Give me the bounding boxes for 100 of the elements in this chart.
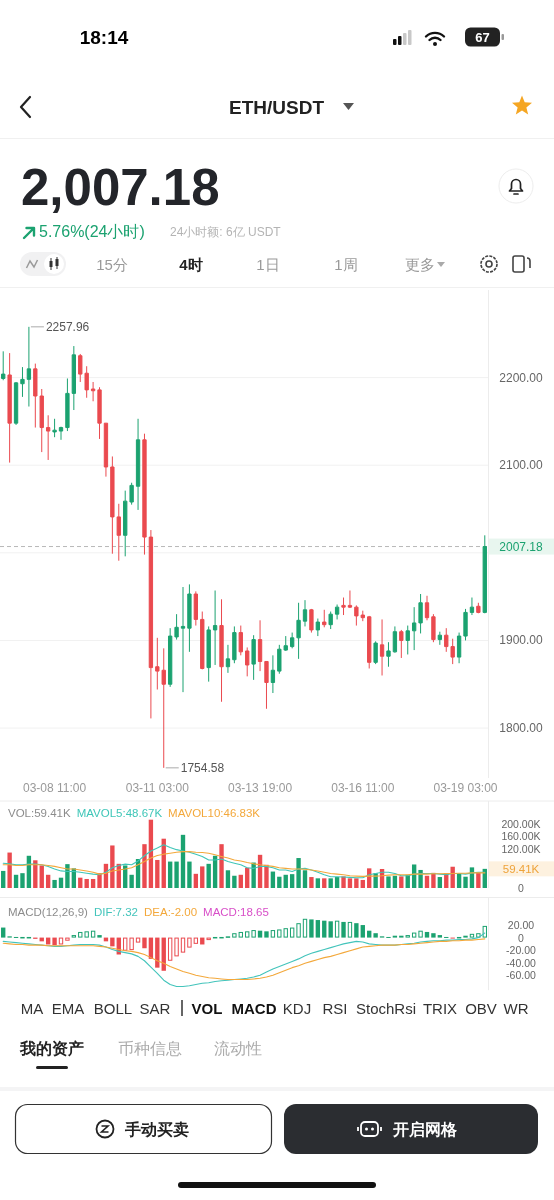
bar: [411, 932, 417, 938]
x-tick-label: 03-11 03:00: [125, 781, 190, 795]
y-tick-label: -60.00: [506, 969, 537, 982]
candlestick: [232, 625, 237, 664]
bar: [90, 878, 96, 888]
text: StochRsi: [355, 999, 417, 1017]
candlestick: [58, 426, 64, 441]
y-tick-label: 1800.00: [499, 721, 544, 736]
bar: [264, 931, 269, 938]
text: 15分: [96, 255, 128, 273]
text: 开启网格: [392, 1119, 458, 1138]
text: 67: [475, 30, 490, 45]
candlestick: [148, 529, 154, 719]
series-label: MACD:18.65: [203, 906, 269, 918]
bar: [437, 935, 443, 938]
candlestick: [193, 590, 199, 627]
text: MAVOL10:46.83K: [168, 807, 261, 819]
candlestick: [476, 602, 481, 614]
candlestick: [13, 381, 19, 426]
bar: [392, 875, 398, 888]
text: 4时: [179, 255, 203, 273]
text: ETH/USDT: [229, 96, 325, 118]
candlestick: [71, 345, 77, 411]
ref-line-label: 2007.18: [499, 539, 544, 554]
candlestick: [334, 604, 340, 620]
bar: [174, 937, 179, 957]
bar: [65, 937, 70, 941]
candlestick: [45, 414, 51, 461]
bar: [315, 878, 321, 888]
bar: [373, 933, 378, 938]
candlestick: [142, 433, 147, 556]
text: MAVOL5:48.67K: [76, 807, 163, 819]
candlestick: [399, 629, 404, 659]
candlestick: [469, 597, 475, 616]
candlestick: [225, 644, 231, 674]
candlestick: [245, 646, 250, 677]
candlestick: [296, 602, 301, 660]
bar: [135, 937, 141, 943]
bar: [167, 861, 173, 888]
bar: [174, 861, 179, 888]
bar: [386, 876, 391, 888]
text: MA: [20, 999, 44, 1017]
candlestick: [257, 619, 263, 672]
bar: [155, 859, 160, 888]
bar: [341, 921, 346, 938]
candlestick: [386, 641, 391, 668]
bar: [219, 844, 224, 888]
candlestick: [456, 632, 462, 664]
bar: [167, 937, 173, 961]
text: VOL: [191, 999, 223, 1017]
candlestick: [463, 608, 468, 641]
y-tick-label: 200.00K: [501, 817, 541, 830]
bar: [1, 870, 6, 888]
bar: [193, 873, 199, 888]
line-series: [2, 851, 486, 877]
text: MACD: [231, 999, 277, 1017]
text: 24小时额: 6亿 USDT: [170, 225, 282, 239]
candlestick: [1, 350, 6, 381]
bar: [58, 937, 64, 945]
bar: [296, 923, 301, 938]
text: BOLL: [93, 999, 133, 1017]
bar: [84, 878, 89, 888]
bar: [418, 930, 423, 938]
bar: [328, 921, 333, 938]
text: MACD(12,26,9): [8, 906, 89, 918]
text: 1日: [256, 255, 280, 273]
y-tick-label: -20.00: [506, 944, 537, 957]
candlestick: [341, 597, 346, 616]
bar: [302, 918, 308, 938]
candlestick: [411, 606, 417, 651]
candlestick: [135, 418, 141, 511]
y-tick-label: 20.00: [507, 919, 535, 932]
candlestick: [200, 611, 205, 670]
bar: [354, 878, 359, 888]
text: 1周: [334, 255, 358, 273]
text: 我的资产: [19, 1039, 84, 1057]
bar: [399, 876, 404, 888]
candlestick: [219, 598, 224, 703]
y-tick-label: 160.00K: [501, 830, 541, 843]
bar: [142, 937, 147, 949]
bar: [277, 876, 282, 888]
text: DEA:-2.00: [144, 906, 198, 918]
text: KDJ: [282, 999, 312, 1017]
candlestick: [26, 326, 32, 408]
y-tick-label: 1900.00: [499, 633, 544, 648]
bar: [469, 933, 475, 938]
bar: [39, 865, 44, 888]
x-tick-label: 03-19 03:00: [433, 781, 498, 795]
candlestick: [187, 583, 192, 653]
bar: [296, 858, 301, 888]
text: OBV: [465, 999, 497, 1017]
x-tick-label: 03-13 19:00: [228, 781, 293, 795]
bar: [193, 937, 199, 944]
bar: [289, 874, 295, 888]
bar: [187, 861, 192, 888]
y-tick-label: 0: [518, 882, 525, 894]
text: RSI: [322, 999, 348, 1017]
text: 币种信息: [118, 1039, 182, 1057]
bar: [424, 931, 430, 938]
bar: [360, 879, 365, 888]
